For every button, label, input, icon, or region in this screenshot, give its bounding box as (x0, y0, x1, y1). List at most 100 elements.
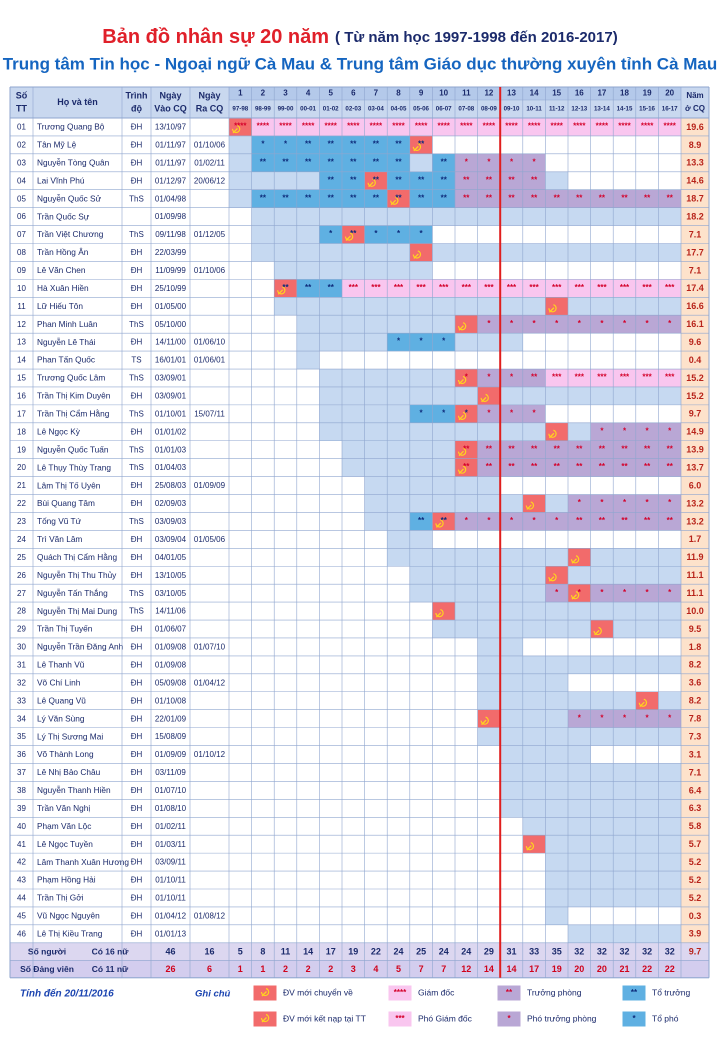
role-symbol: * (578, 713, 582, 722)
column-header: độ (131, 103, 142, 113)
role-symbol: ** (531, 193, 538, 202)
role-symbol: ** (667, 193, 674, 202)
party-cell (432, 602, 455, 621)
column-header: Trình (126, 90, 148, 100)
role-cell (251, 135, 275, 154)
role-cell (432, 404, 455, 423)
role-cell (522, 458, 546, 477)
date-in: 01/04/98 (155, 194, 187, 203)
role-cell (635, 369, 659, 387)
year-number: 10 (439, 89, 448, 98)
legend-symbol: * (507, 1014, 511, 1023)
role-cell (364, 135, 388, 154)
date-in: 01/10/11 (155, 876, 186, 885)
row-number: 17 (17, 409, 26, 418)
role-symbol: ** (508, 462, 515, 471)
role-symbol: *** (349, 283, 359, 292)
role-symbol: * (623, 319, 627, 328)
row-number: 26 (17, 571, 26, 580)
role-symbol: * (668, 713, 672, 722)
role-cell (342, 153, 365, 172)
party-emblem (232, 127, 238, 134)
role-symbol: * (533, 319, 537, 328)
role-symbol: ** (305, 140, 312, 149)
staff-name: Võ Chí Linh (37, 677, 81, 687)
role-symbol: *** (394, 283, 404, 292)
party-emblem (435, 519, 444, 528)
year-number: 1 (238, 89, 243, 98)
party-emblem (638, 698, 648, 707)
role-symbol: *** (552, 283, 562, 292)
role-symbol: * (555, 319, 559, 328)
role-symbol: * (578, 588, 582, 597)
footer-value: 5 (396, 964, 401, 974)
role-cell (296, 118, 320, 136)
role-cell (522, 279, 546, 298)
role-cell (635, 512, 659, 531)
staff-name: Lê Thị Kiều Trang (37, 929, 103, 939)
role-cell (342, 135, 365, 154)
degree: ThS (129, 517, 144, 526)
column-header: Ngày (198, 90, 220, 100)
role-symbol: * (487, 408, 491, 417)
degree: ĐH (131, 732, 143, 741)
staff-name: Trần Văn Nghị (37, 803, 90, 813)
date-in: 16/01/01 (155, 356, 187, 365)
date-out: 01/05/06 (194, 535, 226, 544)
date-in: 09/11/98 (155, 230, 186, 239)
date-in: 22/03/99 (155, 248, 187, 257)
role-cell (455, 171, 478, 190)
year-number: 4 (306, 89, 311, 98)
row-number: 37 (17, 768, 26, 777)
role-cell (500, 440, 523, 459)
role-cell (658, 584, 681, 603)
role-cell (319, 135, 342, 154)
party-emblem (548, 573, 557, 582)
role-cell (522, 369, 546, 387)
role-symbol: ** (463, 193, 470, 202)
role-symbol: * (510, 157, 514, 166)
row-number: 14 (17, 356, 26, 365)
row-number: 20 (17, 463, 26, 472)
year-number: 20 (665, 89, 674, 98)
degree: ĐH (131, 858, 143, 867)
row-number: 28 (17, 607, 26, 616)
date-out: 01/10/06 (194, 141, 226, 150)
role-symbol: * (600, 319, 604, 328)
role-cell (319, 171, 342, 190)
footer-value: 19 (552, 964, 562, 974)
legend-label: Giám đốc (418, 987, 455, 997)
role-cell (319, 189, 342, 208)
role-cell (251, 153, 275, 172)
date-in: 03/09/04 (155, 535, 187, 544)
role-symbol: * (668, 498, 672, 507)
legend-symbol: ** (506, 988, 513, 997)
role-symbol: * (646, 319, 650, 328)
year-label: 16-17 (662, 106, 678, 113)
year-number: 5 (328, 89, 333, 98)
role-symbol: * (442, 408, 446, 417)
employment-span (477, 727, 681, 746)
date-out: 01/04/12 (194, 678, 226, 687)
footer-female: 16 (204, 946, 214, 956)
role-cell (568, 315, 591, 334)
role-cell (635, 315, 659, 334)
role-symbol: ** (395, 193, 402, 202)
year-number: 6 (351, 89, 356, 98)
party-cell (477, 709, 501, 728)
role-cell (500, 369, 523, 387)
role-cell (274, 153, 297, 172)
staff-name: Lê Ngọc Kỳ (37, 426, 81, 436)
years-count: 18.7 (686, 194, 704, 204)
footer-value: 2 (306, 964, 311, 974)
role-symbol: * (465, 373, 469, 382)
year-number: 7 (374, 89, 379, 98)
role-cell (500, 118, 523, 136)
role-symbol: ** (644, 462, 651, 471)
role-cell (658, 279, 681, 298)
role-cell (545, 279, 568, 298)
date-out: 01/07/10 (194, 643, 226, 652)
year-number: 18 (620, 89, 629, 98)
staff-name: Nguyễn Tấn Thắng (37, 588, 108, 598)
role-symbol: **** (437, 122, 450, 131)
